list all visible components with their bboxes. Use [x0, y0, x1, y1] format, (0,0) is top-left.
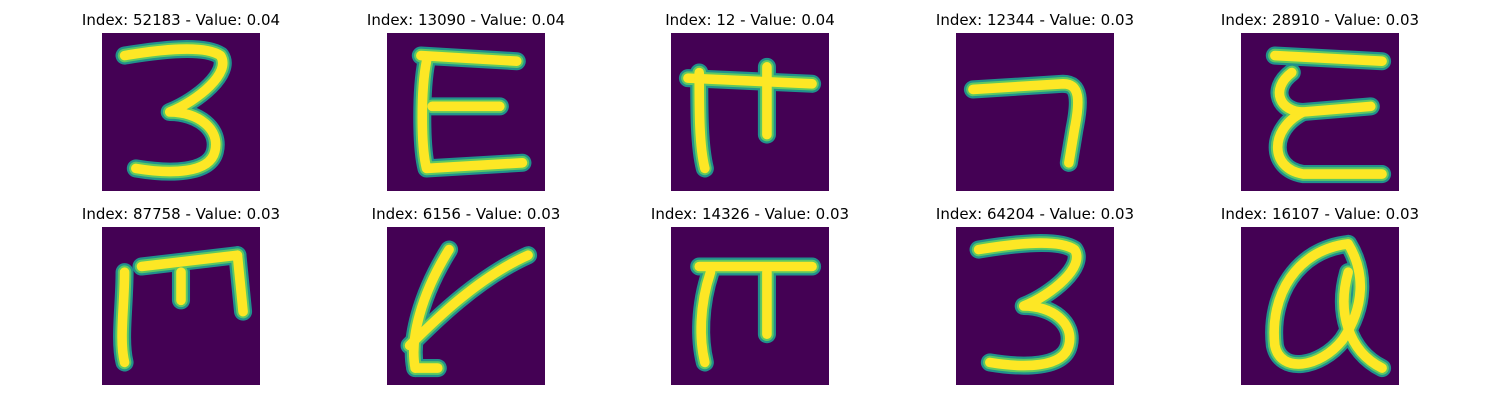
glyph-stroke: [968, 78, 1083, 168]
digit-image: [387, 33, 545, 191]
panel-title: Index: 6156 - Value: 0.03: [371, 205, 561, 223]
glyph-stroke: [973, 238, 1082, 371]
glyph-stroke: [136, 250, 243, 272]
glyph-stroke: [232, 250, 248, 317]
panel-title: Index: 12 - Value: 0.04: [665, 11, 835, 29]
glyph-stroke: [119, 44, 228, 177]
digit-image: [671, 227, 829, 385]
image-panel: Index: 28910 - Value: 0.03: [1190, 10, 1450, 200]
panel-title: Index: 87758 - Value: 0.03: [81, 205, 281, 223]
digit-image: [102, 33, 260, 191]
digit-image: [387, 227, 545, 385]
digit-image: [956, 227, 1114, 385]
glyph-stroke: [416, 50, 522, 67]
digit-image: [956, 33, 1114, 191]
panel-title: Index: 13090 - Value: 0.04: [366, 11, 566, 29]
glyph-stroke: [694, 67, 710, 174]
panel-title: Index: 16107 - Value: 0.03: [1220, 205, 1420, 223]
image-panel: Index: 12 - Value: 0.04: [620, 10, 880, 200]
image-panel: Index: 13090 - Value: 0.04: [336, 10, 596, 200]
image-panel: Index: 64204 - Value: 0.03: [905, 204, 1165, 394]
digit-image: [1241, 227, 1399, 385]
glyph-stroke: [683, 73, 817, 89]
glyph-stroke: [117, 267, 130, 368]
image-panel: Index: 6156 - Value: 0.03: [336, 204, 596, 394]
digit-image: [1241, 33, 1399, 191]
panel-title: Index: 52183 - Value: 0.04: [81, 11, 281, 29]
glyph-stroke: [1339, 267, 1387, 373]
glyph-stroke: [1270, 50, 1387, 67]
image-background: [956, 33, 1114, 191]
digit-image: [102, 227, 260, 385]
image-panel: Index: 14326 - Value: 0.03: [620, 204, 880, 394]
glyph-stroke: [417, 56, 528, 174]
panel-title: Index: 14326 - Value: 0.03: [650, 205, 850, 223]
image-panel: Index: 52183 - Value: 0.04: [51, 10, 311, 200]
glyph-stroke: [696, 267, 716, 368]
panel-title: Index: 28910 - Value: 0.03: [1220, 11, 1420, 29]
image-panel: Index: 12344 - Value: 0.03: [905, 10, 1165, 200]
digit-image: [671, 33, 829, 191]
panel-title: Index: 12344 - Value: 0.03: [935, 11, 1135, 29]
glyph-stroke: [409, 244, 454, 373]
image-panel: Index: 16107 - Value: 0.03: [1190, 204, 1450, 394]
panel-title: Index: 64204 - Value: 0.03: [935, 205, 1135, 223]
glyph-stroke: [1273, 107, 1387, 179]
glyph-stroke: [1269, 239, 1366, 369]
image-panel: Index: 87758 - Value: 0.03: [51, 204, 311, 394]
